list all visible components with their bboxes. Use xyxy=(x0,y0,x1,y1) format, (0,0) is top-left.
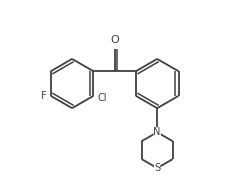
Text: O: O xyxy=(110,35,119,45)
Text: N: N xyxy=(153,127,161,137)
Text: S: S xyxy=(154,163,160,173)
Text: Cl: Cl xyxy=(98,93,107,103)
Text: F: F xyxy=(41,91,46,101)
